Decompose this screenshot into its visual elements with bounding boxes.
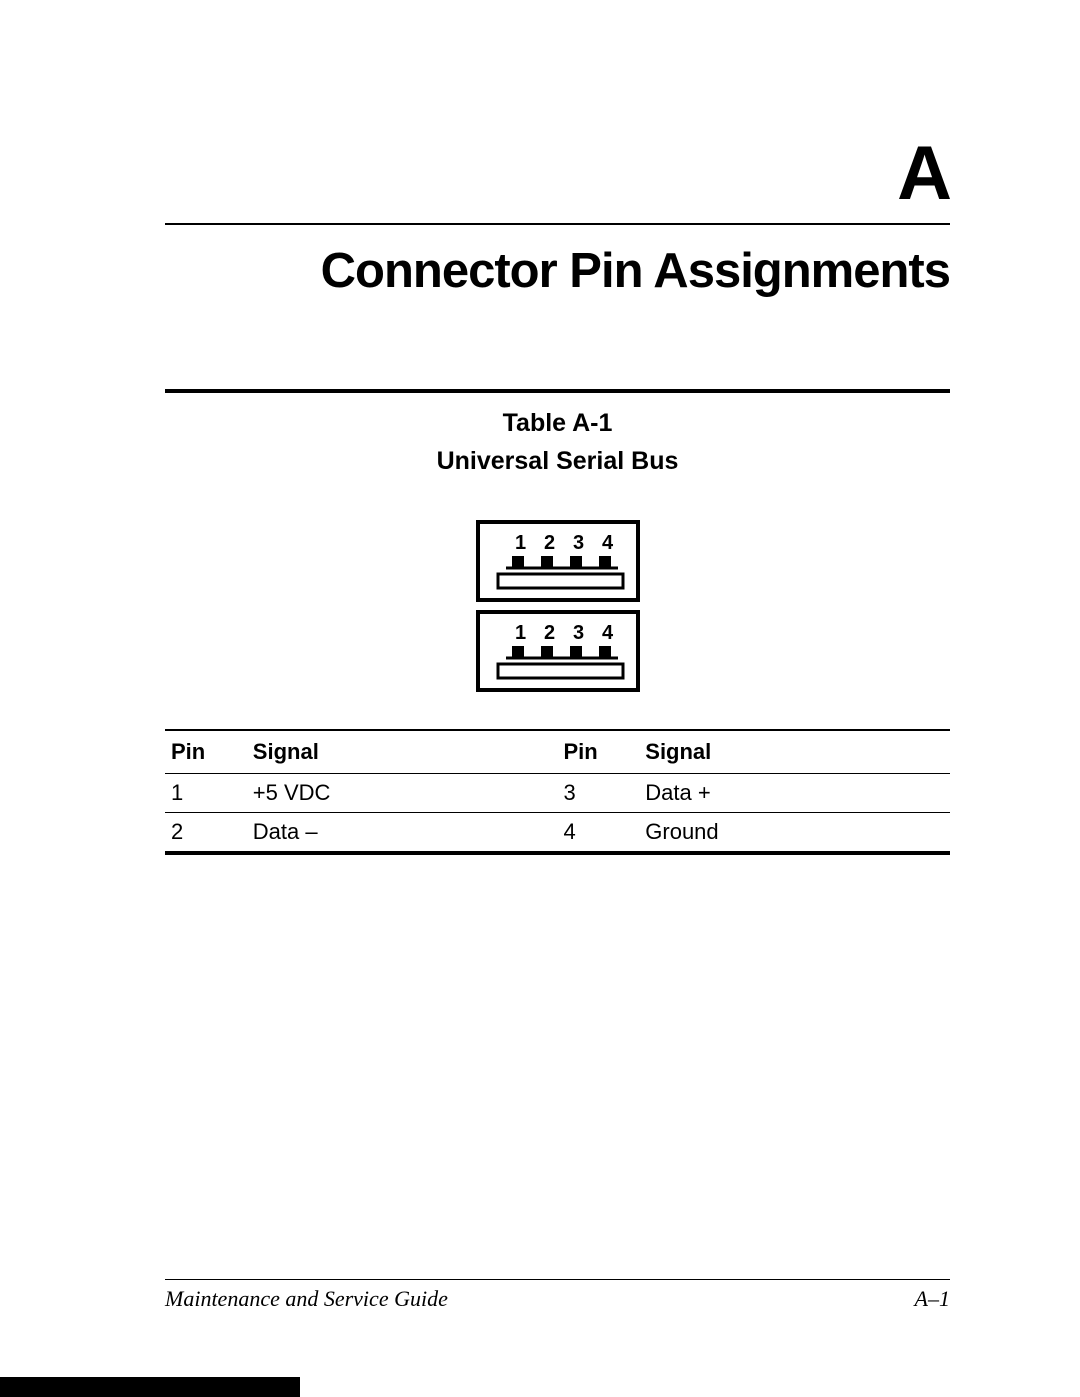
pin-1-bot xyxy=(512,646,524,658)
pin-3-bot xyxy=(570,646,582,658)
pin-4-top xyxy=(599,556,611,568)
pin-label-4-bot: 4 xyxy=(602,622,614,644)
appendix-letter: A xyxy=(165,130,950,217)
pin-2-bot xyxy=(541,646,553,658)
footer-rule xyxy=(165,1279,950,1280)
header-pin-2: Pin xyxy=(557,730,639,774)
table-caption: Table A-1 Universal Serial Bus xyxy=(165,405,950,480)
header-pin-1: Pin xyxy=(165,730,247,774)
footer-line: Maintenance and Service Guide A–1 xyxy=(165,1286,950,1312)
pin-label-1-top: 1 xyxy=(515,532,526,554)
cell-pin: 3 xyxy=(557,774,639,813)
chapter-title: Connector Pin Assignments xyxy=(165,243,950,299)
table-caption-line2: Universal Serial Bus xyxy=(165,443,950,481)
footer-right: A–1 xyxy=(915,1286,950,1312)
pin-label-3-top: 3 xyxy=(573,532,584,554)
table-header-row: Pin Signal Pin Signal xyxy=(165,730,950,774)
pin-2-top xyxy=(541,556,553,568)
cell-signal: Data – xyxy=(247,813,558,854)
pin-label-2-bot: 2 xyxy=(544,622,555,644)
pin-4-bot xyxy=(599,646,611,658)
cell-signal: Data + xyxy=(639,774,950,813)
table-caption-line1: Table A-1 xyxy=(165,405,950,443)
table-row: 2 Data – 4 Ground xyxy=(165,813,950,854)
header-signal-2: Signal xyxy=(639,730,950,774)
pin-label-4-top: 4 xyxy=(602,532,614,554)
pin-label-2-top: 2 xyxy=(544,532,555,554)
page-content: A Connector Pin Assignments Table A-1 Un… xyxy=(0,0,1080,1397)
cell-pin: 1 xyxy=(165,774,247,813)
pin-3-top xyxy=(570,556,582,568)
pin-label-3-bot: 3 xyxy=(573,622,584,644)
title-rule xyxy=(165,223,950,225)
shell-top xyxy=(498,574,623,588)
cell-pin: 4 xyxy=(557,813,639,854)
cell-signal: Ground xyxy=(639,813,950,854)
footer-left: Maintenance and Service Guide xyxy=(165,1286,448,1312)
pin-1-top xyxy=(512,556,524,568)
cell-pin: 2 xyxy=(165,813,247,854)
pin-label-1-bot: 1 xyxy=(515,622,526,644)
redaction-bar xyxy=(0,1377,300,1397)
table-top-rule xyxy=(165,389,950,393)
header-signal-1: Signal xyxy=(247,730,558,774)
pin-assignment-table: Pin Signal Pin Signal 1 +5 VDC 3 Data + … xyxy=(165,729,950,855)
table-row: 1 +5 VDC 3 Data + xyxy=(165,774,950,813)
cell-signal: +5 VDC xyxy=(247,774,558,813)
table-a1: Table A-1 Universal Serial Bus 1 2 3 4 xyxy=(165,389,950,855)
usb-connector-diagram: 1 2 3 4 1 2 3 4 xyxy=(165,516,950,701)
page-footer: Maintenance and Service Guide A–1 xyxy=(165,1279,950,1312)
usb-connector-svg: 1 2 3 4 1 2 3 4 xyxy=(468,516,648,696)
shell-bot xyxy=(498,664,623,678)
